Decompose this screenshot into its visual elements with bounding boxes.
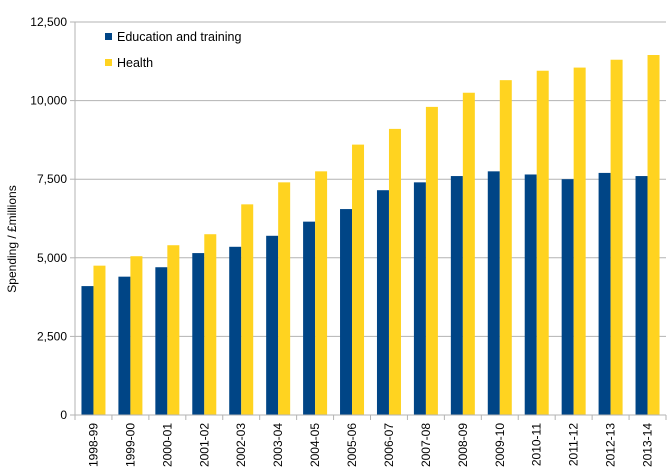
- bar-education-2002-03: [229, 246, 242, 415]
- bar-health-2000-01: [167, 245, 180, 415]
- x-tick-label: 1998-99: [86, 423, 100, 467]
- bar-education-2008-09: [450, 176, 463, 415]
- bar-health-2006-07: [388, 128, 401, 415]
- x-tick-label: 2006-07: [382, 423, 396, 467]
- x-tick-labels: 1998-99 1999-00 2000-01 2001-02 2002-03 2003-…: [86, 423, 654, 467]
- x-tick-label: 1999-00: [123, 423, 137, 467]
- bar-health-2004-05: [315, 171, 328, 415]
- legend-swatch: [105, 33, 112, 40]
- bar-education-2000-01: [155, 267, 168, 415]
- bar-health-2011-12: [573, 67, 586, 415]
- bar-health-2001-02: [204, 234, 217, 415]
- bar-education-2010-11: [524, 174, 537, 415]
- y-tick-label: 5,000: [37, 251, 67, 265]
- bar-health-2007-08: [425, 106, 438, 415]
- x-tick-label: 2012-13: [604, 423, 618, 467]
- bar-health-1999-00: [130, 256, 143, 415]
- bar-education-2011-12: [561, 179, 574, 415]
- x-tick-label: 2013-14: [641, 423, 655, 467]
- x-tick-label: 2005-06: [345, 423, 359, 467]
- y-tick-label: 2,500: [37, 329, 67, 343]
- bar-education-1998-99: [81, 286, 94, 415]
- bar-education-2006-07: [376, 190, 389, 415]
- bar-education-2013-14: [635, 176, 648, 415]
- axes: [70, 21, 667, 420]
- legend-label: Health: [117, 56, 153, 70]
- bar-education-2004-05: [303, 221, 316, 415]
- bar-education-2012-13: [598, 172, 611, 415]
- bar-education-2001-02: [192, 253, 205, 415]
- bar-education-2005-06: [340, 209, 353, 415]
- bar-education-2003-04: [266, 235, 279, 415]
- x-tick-label: 2009-10: [493, 423, 507, 467]
- bar-education-1999-00: [118, 276, 131, 415]
- bars: [81, 55, 660, 416]
- x-tick-label: 2003-04: [271, 423, 285, 467]
- x-tick-label: 2000-01: [160, 423, 174, 467]
- bar-education-2009-10: [487, 171, 500, 415]
- legend: Education and training Health: [105, 30, 241, 70]
- y-tick-label: 12,500: [30, 15, 67, 29]
- x-tick-label: 2002-03: [234, 423, 248, 467]
- bar-health-2009-10: [499, 80, 512, 415]
- bar-health-2010-11: [536, 70, 549, 416]
- y-tick-label: 0: [60, 408, 67, 422]
- bar-health-2005-06: [352, 144, 365, 415]
- bar-health-1998-99: [93, 265, 106, 415]
- x-tick-label: 2007-08: [419, 423, 433, 467]
- x-tick-label: 2011-12: [567, 423, 581, 466]
- x-tick-label: 2010-11: [530, 423, 544, 466]
- x-tick-label: 2008-09: [456, 423, 470, 467]
- bar-education-2007-08: [413, 182, 426, 415]
- x-tick-label: 2001-02: [197, 423, 211, 467]
- bar-health-2012-13: [610, 59, 623, 416]
- bar-health-2002-03: [241, 204, 254, 415]
- legend-label: Education and training: [117, 30, 241, 44]
- bar-health-2008-09: [462, 92, 475, 416]
- legend-swatch: [105, 59, 112, 66]
- y-axis-title: Spending / £millions: [5, 185, 19, 292]
- bar-health-2013-14: [647, 55, 660, 416]
- y-tick-label: 10,000: [30, 94, 67, 108]
- y-tick-label: 7,500: [37, 172, 67, 186]
- bar-health-2003-04: [278, 182, 291, 415]
- x-tick-label: 2004-05: [308, 423, 322, 467]
- y-tick-labels: 0 2,500 5,000 7,500 10,000 12,500: [30, 15, 67, 422]
